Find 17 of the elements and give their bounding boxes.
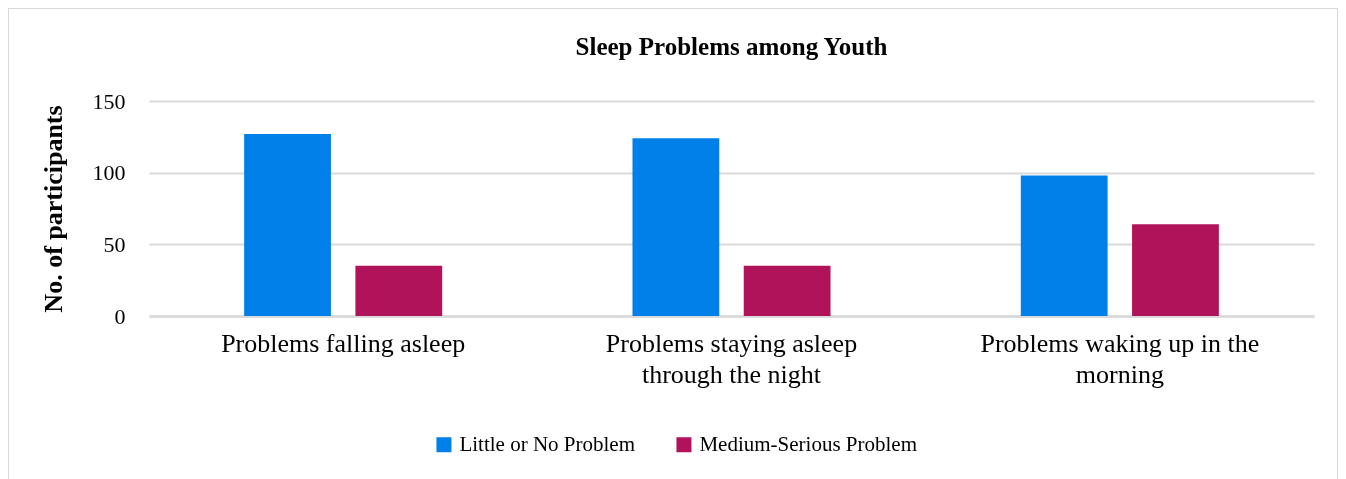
chart-title: Sleep Problems among Youth [575, 33, 888, 60]
bar [1132, 224, 1219, 316]
y-tick-label: 0 [114, 303, 126, 329]
bar [743, 265, 831, 316]
bar [355, 265, 443, 316]
bar [1020, 175, 1108, 316]
legend-label: Little or No Problem [459, 431, 635, 456]
bar [244, 133, 331, 316]
y-axis-title: No. of participants [38, 105, 68, 313]
y-tick-label: 100 [92, 160, 126, 186]
x-tick-label: Problems falling asleep [221, 328, 466, 358]
x-tick-label: Problems waking up in the morning [980, 328, 1260, 389]
bar [632, 138, 720, 316]
x-tick-label: Problems staying asleep through the night [605, 328, 858, 389]
y-tick-label: 150 [92, 88, 126, 114]
legend-label: Medium-Serious Problem [699, 431, 918, 456]
y-tick-label: 50 [103, 231, 126, 257]
